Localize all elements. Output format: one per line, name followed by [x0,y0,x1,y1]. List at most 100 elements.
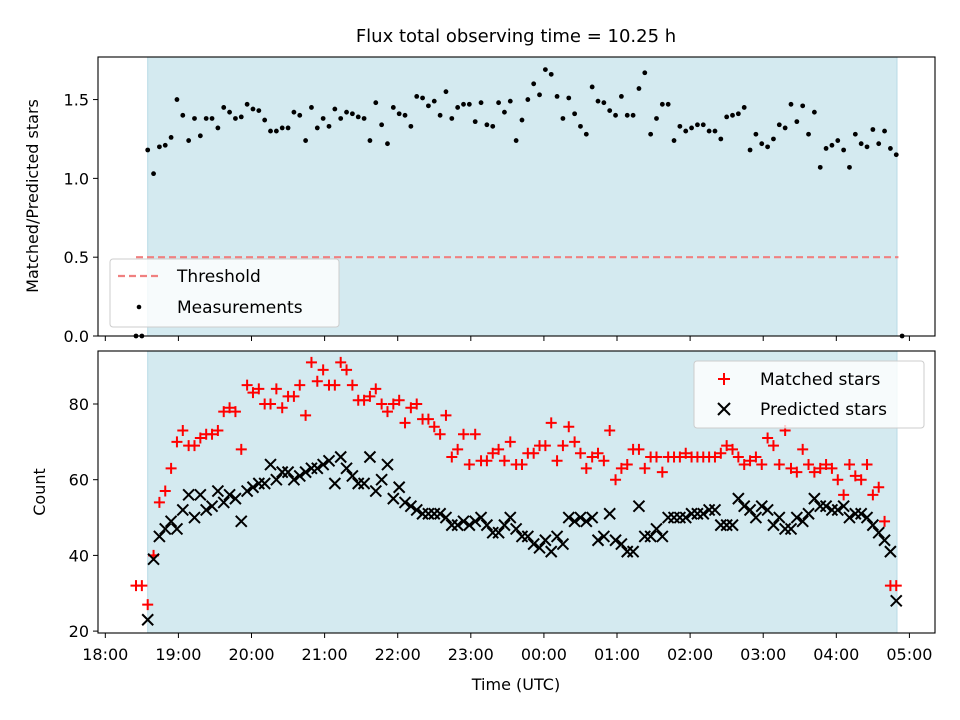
matched-star-point [557,440,569,452]
x-tick-label: 23:00 [448,645,494,664]
matched-star-point [253,383,265,395]
legend-measurements-label: Measurements [177,298,303,318]
predicted-star-point [609,534,622,547]
predicted-star-point [147,552,160,566]
matched-star-point [463,459,475,471]
predicted-star-point [556,537,570,551]
predicted-star-point [211,484,225,498]
measurement-point [285,125,291,131]
predicted-star-point [603,507,616,520]
matched-star-point [387,398,399,410]
legend-measurements-swatch [136,304,142,310]
measurement-point [695,122,700,128]
matched-star-point [270,383,282,395]
predicted-star-point [884,545,897,558]
measurement-point [385,141,390,147]
predicted-star-point [153,530,166,543]
predicted-star-point [246,481,260,494]
measurement-point [291,109,297,115]
predicted-star-point [632,499,646,513]
measurement-point [888,146,893,151]
predicted-star-point [457,515,470,528]
measurement-point [186,138,192,143]
matched-star-point [615,462,627,474]
predicted-star-point [223,488,236,502]
predicted-star-point [392,481,406,494]
matched-star-point [867,489,879,501]
predicted-star-point [340,462,353,475]
count-points [130,356,903,626]
measurement-point [642,70,648,76]
matched-star-point [241,379,253,391]
measurement-point [396,111,402,117]
matched-star-point [721,440,733,452]
x-tick-label: 19:00 [155,645,201,664]
predicted-star-point [258,477,271,490]
measurement-point [373,100,379,106]
measurement-point [548,71,554,77]
matched-star-point [428,421,440,433]
predicted-star-point [352,477,365,490]
measurement-point [724,114,730,120]
predicted-star-point [480,518,494,532]
measurement-point [484,122,490,128]
matched-star-point [680,447,692,459]
matched-star-point [276,402,288,414]
matched-star-point [194,432,206,444]
matched-star-point [165,462,177,474]
predicted-star-point [416,507,429,520]
matched-star-point [633,443,645,455]
predicted-star-point [521,530,535,543]
matched-star-point [855,474,867,486]
predicted-star-point [574,511,587,524]
measurement-point [332,106,338,112]
bottom-panel: 20 40 60 80 18:00 19:00 20:00 21:00 22:00 23:00 0… [30,350,936,694]
predicted-star-point [679,511,692,524]
measurement-point [747,147,753,153]
predicted-star-point [661,511,675,524]
measurement-point [829,142,835,148]
measurement-point [361,116,367,121]
matched-star-point [639,462,651,474]
matched-star-point [481,455,493,467]
bottom-y-axis-label: Count [30,468,49,516]
measurement-point [309,105,314,110]
matched-star-point [370,383,382,395]
predicted-star-point [878,534,891,547]
predicted-star-point [474,511,488,524]
predicted-star-point [346,469,359,483]
predicted-star-point [486,526,499,539]
x-tick-label: 04:00 [813,645,859,664]
measurement-point [811,109,817,115]
measurement-point [431,98,437,104]
matched-star-point [621,459,633,471]
matched-star-point [329,379,341,391]
matched-star-point [458,428,470,440]
predicted-star-point [697,507,710,520]
matched-star-point [235,443,247,455]
matched-star-point [574,447,586,459]
chart-title: Flux total observing time = 10.25 h [356,26,676,47]
x-tick-label: 18:00 [82,645,128,664]
measurement-point [192,116,197,121]
matched-star-point [808,466,820,478]
predicted-star-point [872,526,885,539]
predicted-star-point [819,499,833,513]
measurement-point [618,94,624,99]
predicted-star-point [235,515,248,528]
predicted-star-point [591,534,605,547]
predicted-star-point [170,522,184,536]
measurement-point [665,101,671,107]
matched-star-point [422,413,434,425]
predicted-star-point [796,515,809,528]
measurement-point [250,106,256,112]
measurement-point [835,138,841,143]
predicted-star-point [311,462,324,475]
matched-star-point [539,440,551,452]
matched-star-point [294,379,306,391]
measurement-point [344,109,349,115]
top-y-tick-label: 0.0 [64,327,89,346]
measurement-point [589,84,595,90]
x-tick-label: 21:00 [302,645,348,664]
